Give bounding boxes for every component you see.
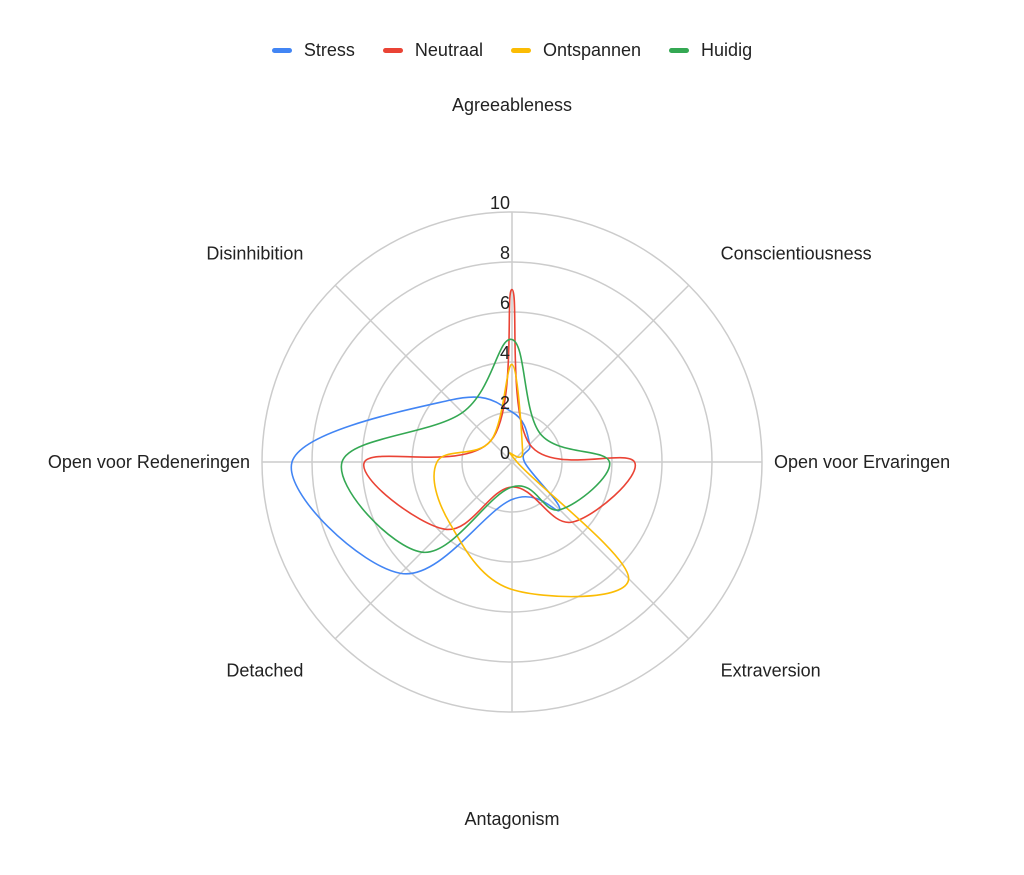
tick-label: 4 — [500, 343, 510, 363]
series-line-huidig — [340, 338, 611, 553]
legend-item-neutraal[interactable]: Neutraal — [382, 40, 483, 61]
legend-swatch-stress — [271, 48, 292, 53]
series-line-ontspannen — [433, 363, 630, 598]
grid-spoke — [334, 284, 513, 463]
legend-item-huidig[interactable]: Huidig — [669, 40, 752, 61]
axis-label-extraversion: Extraversion — [721, 661, 821, 681]
legend-swatch-neutraal — [382, 48, 403, 53]
grid-spoke — [511, 461, 690, 640]
axis-label-conscientiousness: Conscientiousness — [721, 243, 872, 263]
legend-item-stress[interactable]: Stress — [271, 40, 355, 61]
tick-label: 0 — [500, 443, 510, 463]
legend-label-huidig: Huidig — [701, 40, 753, 60]
axis-label-antagonism: Antagonism — [464, 809, 559, 829]
grid-spoke — [334, 461, 513, 640]
grid-spoke — [511, 284, 690, 463]
axis-label-disinhibition: Disinhibition — [206, 243, 303, 263]
legend-label-ontspannen: Ontspannen — [542, 40, 642, 60]
tick-label: 10 — [490, 193, 510, 213]
axis-label-detached: Detached — [226, 661, 303, 681]
series-line-stress — [290, 396, 561, 575]
legend-label-neutraal: Neutraal — [414, 40, 483, 60]
chart-legend: Stress Neutraal Ontspannen Huidig — [0, 40, 1024, 61]
tick-label: 6 — [500, 293, 510, 313]
axis-label-open-voor-ervaringen: Open voor Ervaringen — [774, 452, 950, 472]
axis-label-agreeableness: Agreeableness — [452, 95, 572, 115]
legend-swatch-ontspannen — [510, 48, 531, 53]
radar-grid — [261, 211, 763, 713]
legend-swatch-huidig — [669, 48, 690, 53]
legend-item-ontspannen[interactable]: Ontspannen — [510, 40, 642, 61]
legend-label-stress: Stress — [303, 40, 355, 60]
tick-label: 2 — [500, 393, 510, 413]
tick-label: 8 — [500, 243, 510, 263]
axis-label-open-voor-redeneringen: Open voor Redeneringen — [48, 452, 250, 472]
